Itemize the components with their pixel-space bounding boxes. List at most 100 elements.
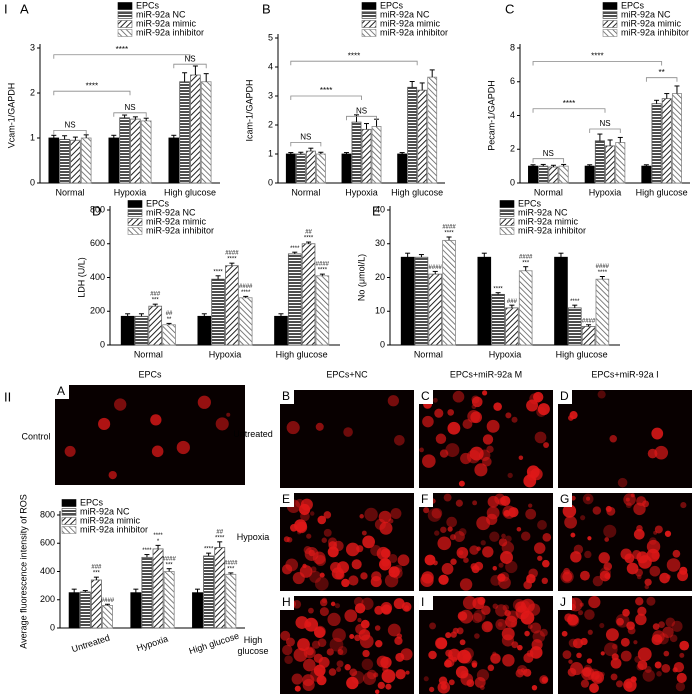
bar [605, 145, 616, 184]
letter-bg [280, 493, 294, 507]
cell [502, 505, 516, 519]
legend-label: miR-92a NC [136, 9, 186, 19]
micrograph: G [558, 492, 692, 591]
x-tick-label: Hypoxia [345, 187, 378, 197]
significance-label: **** [204, 547, 214, 553]
legend-swatch [602, 29, 618, 37]
cell [642, 669, 655, 682]
legend-swatch [499, 209, 515, 217]
x-tick-label: Hypoxia [489, 349, 522, 359]
y-axis-label: LDH (U/L) [76, 257, 86, 298]
legend-swatch [61, 508, 77, 516]
cell [533, 391, 544, 403]
cell [394, 434, 405, 446]
significance-label: **** [241, 290, 251, 296]
significance-label: **** [444, 231, 454, 237]
legend-swatch [117, 2, 133, 10]
cell [490, 574, 502, 586]
bar [119, 117, 130, 184]
cell [592, 506, 602, 515]
cell [291, 673, 303, 685]
y-tick-label: 3 [30, 42, 35, 52]
cell [306, 647, 314, 656]
bracket [532, 158, 565, 163]
cell [316, 675, 327, 686]
cell [476, 516, 491, 531]
legend-label: miR-92a mimic [146, 216, 207, 226]
cell [362, 672, 377, 686]
cell [337, 649, 344, 655]
cell [310, 511, 315, 516]
cell [445, 632, 452, 639]
cell [176, 440, 190, 455]
legend-label: miR-92a NC [518, 207, 568, 217]
cell [521, 531, 531, 541]
micrograph-bg [558, 493, 692, 591]
cell [438, 574, 449, 585]
cell [319, 572, 325, 578]
image-letter: C [421, 389, 430, 403]
significance-label: ## [216, 529, 223, 535]
cell [584, 550, 592, 559]
cell [500, 551, 513, 564]
cell [356, 545, 364, 553]
bracket-label: **** [116, 45, 128, 54]
cell [627, 626, 636, 635]
y-tick-label: 30 [375, 238, 385, 248]
micrograph: F [419, 492, 553, 591]
cell [460, 452, 472, 465]
bar [397, 153, 408, 184]
bar [595, 278, 610, 346]
cell [586, 658, 593, 664]
row-label: Control [21, 431, 50, 441]
significance-label: **** [213, 269, 223, 275]
legend-swatch [361, 29, 377, 37]
legend-swatch [499, 218, 515, 226]
cell [605, 628, 619, 642]
cell [599, 622, 605, 629]
cell [669, 634, 678, 643]
bracket-label: ** [659, 68, 665, 77]
cell [114, 398, 127, 411]
cell [649, 537, 657, 545]
cell [599, 570, 611, 582]
cell [446, 516, 457, 528]
cell [529, 646, 543, 659]
cell [505, 615, 518, 628]
cell [303, 658, 316, 672]
cell [297, 638, 310, 651]
significance-label: **** [318, 268, 328, 274]
cell [620, 637, 630, 647]
cell [422, 415, 434, 428]
cell [635, 568, 643, 577]
cell [294, 685, 301, 692]
y-tick-label: 0 [30, 177, 35, 187]
cell [507, 472, 513, 479]
cell [419, 447, 424, 453]
cell [349, 668, 358, 677]
x-tick-label: Normal [134, 349, 163, 359]
legend-swatch [361, 20, 377, 28]
letter-bg [419, 596, 433, 610]
cell [285, 558, 299, 572]
cell [651, 427, 664, 440]
significance-label: * [157, 539, 160, 545]
y-tick-label: 200 [90, 306, 105, 316]
legend-swatch [361, 2, 377, 10]
cell [497, 573, 506, 582]
cell [529, 393, 541, 405]
cell [471, 612, 483, 624]
cell [323, 511, 332, 519]
cell [654, 445, 669, 460]
bracket [532, 108, 606, 113]
cell [362, 535, 375, 549]
significance-label: ** [167, 317, 172, 323]
cell [472, 500, 478, 506]
cell [480, 540, 486, 546]
cell [395, 652, 405, 662]
cell [304, 547, 319, 561]
cell [313, 625, 326, 638]
y-tick-label: 20 [375, 272, 385, 282]
legend-label: EPCs [380, 0, 404, 10]
